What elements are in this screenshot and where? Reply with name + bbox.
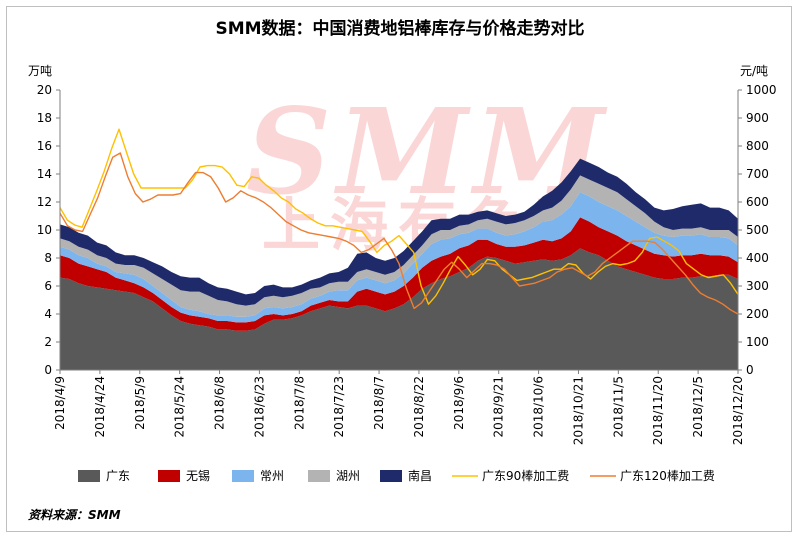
- axes: 0246810121416182001002003004005006007008…: [37, 83, 777, 445]
- area-series-1: [60, 217, 738, 331]
- y-left-unit: 万吨: [28, 64, 52, 78]
- price-lines: [59, 128, 739, 315]
- chart-frame: [6, 6, 792, 532]
- y-right-tick-label: 700: [746, 167, 769, 181]
- x-tick-label: 2018/9/6: [452, 376, 466, 430]
- legend-label: 广东: [106, 469, 130, 483]
- y-right-tick-label: 0: [746, 363, 754, 377]
- legend-label: 广东120棒加工费: [620, 469, 715, 483]
- y-left-tick-label: 16: [37, 139, 52, 153]
- legend-swatch: [78, 470, 100, 482]
- y-left-tick-label: 4: [44, 307, 52, 321]
- x-tick-label: 2018/8/7: [372, 376, 386, 430]
- y-right-tick-label: 900: [746, 111, 769, 125]
- x-tick-label: 2018/4/24: [93, 376, 107, 438]
- legend-label: 湖州: [336, 468, 360, 483]
- stacked-areas: [60, 158, 738, 370]
- y-left-tick-label: 6: [44, 279, 52, 293]
- y-right-tick-label: 800: [746, 139, 769, 153]
- y-right-unit: 元/吨: [740, 64, 768, 78]
- legend: 广东 无锡 常州 湖州 南昌 广东90棒加工费 广东120棒加工费: [78, 468, 715, 483]
- x-tick-label: 2018/6/8: [213, 376, 227, 430]
- y-left-tick-label: 18: [37, 111, 52, 125]
- x-tick-label: 2018/12/20: [731, 376, 745, 445]
- y-right-tick-label: 100: [746, 335, 769, 349]
- x-tick-label: 2018/11/5: [611, 376, 625, 438]
- legend-swatch: [232, 470, 254, 482]
- legend-label: 广东90棒加工费: [482, 469, 569, 483]
- x-tick-label: 2018/5/9: [133, 376, 147, 430]
- x-tick-label: 2018/7/8: [292, 376, 306, 430]
- area-series-0: [60, 248, 738, 370]
- line-series-1: [59, 152, 739, 315]
- y-left-tick-label: 12: [37, 195, 52, 209]
- x-tick-label: 2018/11/20: [651, 376, 665, 445]
- legend-swatch: [158, 470, 180, 482]
- x-tick-label: 2018/10/6: [532, 376, 546, 438]
- legend-swatch: [308, 470, 330, 482]
- x-tick-label: 2018/9/21: [492, 376, 506, 438]
- x-tick-label: 2018/7/23: [332, 376, 346, 438]
- x-tick-label: 2018/4/9: [53, 376, 67, 430]
- legend-swatch: [380, 470, 402, 482]
- y-right-tick-label: 500: [746, 223, 769, 237]
- y-right-tick-label: 300: [746, 279, 769, 293]
- y-right-tick-label: 600: [746, 195, 769, 209]
- y-left-tick-label: 0: [44, 363, 52, 377]
- y-right-tick-label: 200: [746, 307, 769, 321]
- legend-label: 无锡: [186, 468, 210, 483]
- area-series-2: [60, 192, 738, 323]
- y-left-tick-label: 20: [37, 83, 52, 97]
- y-left-tick-label: 8: [44, 251, 52, 265]
- legend-label: 南昌: [408, 468, 432, 483]
- x-tick-label: 2018/6/23: [252, 376, 266, 438]
- x-tick-label: 2018/5/24: [173, 376, 187, 438]
- legend-label: 常州: [260, 469, 284, 483]
- x-tick-label: 2018/10/21: [571, 376, 585, 445]
- source-note: 资料来源：SMM: [28, 508, 121, 522]
- y-right-tick-label: 400: [746, 251, 769, 265]
- y-right-tick-label: 1000: [746, 83, 777, 97]
- y-left-tick-label: 10: [37, 223, 52, 237]
- y-left-tick-label: 14: [37, 167, 52, 181]
- x-tick-label: 2018/12/5: [691, 376, 705, 438]
- y-left-tick-label: 2: [44, 335, 52, 349]
- chart-title: SMM数据：中国消费地铝棒库存与价格走势对比: [215, 19, 585, 39]
- x-tick-label: 2018/8/22: [412, 376, 426, 438]
- line-series-0: [59, 128, 739, 305]
